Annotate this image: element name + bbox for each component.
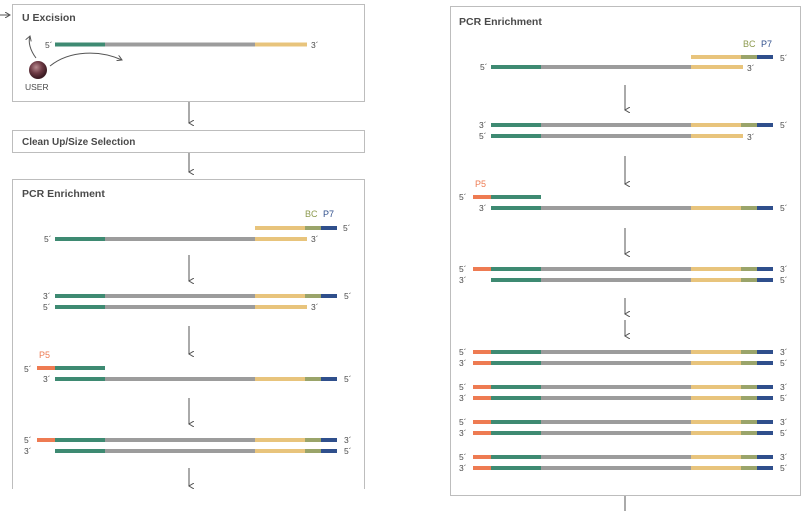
left-pcr-panel: PCR Enrichment BC P7 5´ 5´ 3´ 3´ 5´ 5´: [12, 179, 365, 489]
bc-label: BC: [743, 39, 756, 49]
dna-strand: [491, 134, 743, 138]
three-prime-label: 3´: [747, 132, 755, 142]
p7-label: P7: [323, 209, 334, 219]
three-prime-label: 3´: [780, 264, 788, 274]
dna-strand: [55, 305, 307, 309]
five-prime-label: 5´: [24, 435, 32, 445]
five-prime-label: 5´: [343, 223, 351, 233]
dna-strand: [55, 377, 337, 381]
five-prime-label: 5´: [459, 417, 467, 427]
five-prime-label: 5´: [780, 53, 788, 63]
three-prime-label: 3´: [459, 463, 467, 473]
p5-primer: [473, 195, 541, 199]
five-prime-label: 5´: [459, 264, 467, 274]
three-prime-label: 3´: [479, 120, 487, 130]
p5-label: P5: [39, 350, 50, 360]
three-prime-label: 3´: [780, 382, 788, 392]
right-pcr-title: PCR Enrichment: [459, 16, 542, 28]
user-enzyme-icon: [29, 61, 47, 79]
five-prime-label: 5´: [459, 192, 467, 202]
five-prime-label: 5´: [44, 234, 52, 244]
u-excision-title: U Excision: [22, 12, 76, 24]
p7-label: P7: [761, 39, 772, 49]
five-prime-label: 5´: [344, 374, 352, 384]
dna-strand: [55, 237, 307, 241]
three-prime-label: 3´: [780, 347, 788, 357]
dna-strand: [55, 449, 337, 453]
five-prime-label: 5´: [459, 382, 467, 392]
p5-label: P5: [475, 179, 486, 189]
three-prime-label: 3´: [459, 275, 467, 285]
five-prime-label: 5´: [780, 358, 788, 368]
amplified-product-3: 5´ 3´ 3´ 5´: [459, 417, 788, 438]
five-prime-label: 5´: [344, 446, 352, 456]
p7-primer: [691, 55, 773, 59]
amplified-product-2: 5´ 3´ 3´ 5´: [459, 382, 788, 403]
five-prime-label: 5´: [344, 291, 352, 301]
cleanup-title: Clean Up/Size Selection: [22, 137, 135, 148]
three-prime-label: 3´: [344, 435, 352, 445]
right-pcr-panel: PCR Enrichment BC P7 5´ 5´ 3´ 3´ 5´ 5´: [450, 6, 801, 496]
user-enzyme-label: USER: [25, 82, 49, 92]
p7-primer: [255, 226, 337, 230]
bc-label: BC: [305, 209, 318, 219]
five-prime-label: 5´: [780, 428, 788, 438]
five-prime-label: 5´: [43, 302, 51, 312]
five-prime-label: 5´: [780, 463, 788, 473]
three-prime-label: 3´: [459, 358, 467, 368]
dna-strand: [37, 438, 337, 442]
three-prime-label: 3´: [311, 234, 319, 244]
dna-strand: [55, 42, 307, 47]
dna-strand: [491, 123, 773, 127]
cleanup-panel: Clean Up/Size Selection: [12, 130, 365, 153]
three-prime-label: 3´: [311, 302, 319, 312]
three-prime-label: 3´: [43, 374, 51, 384]
amplified-product-4: 5´ 3´ 3´ 5´: [459, 452, 788, 473]
five-prime-label: 5´: [780, 393, 788, 403]
dna-strand: [491, 65, 743, 69]
five-prime-label: 5´: [780, 275, 788, 285]
three-prime-label: 3´: [24, 446, 32, 456]
five-prime-label: 5´: [780, 203, 788, 213]
three-prime-label: 3´: [311, 40, 319, 50]
three-prime-label: 3´: [747, 63, 755, 73]
dna-strand: [55, 294, 337, 298]
p5-primer: [37, 366, 105, 370]
curved-arrow-icon: [49, 52, 122, 67]
three-prime-label: 3´: [459, 428, 467, 438]
five-prime-label: 5´: [780, 120, 788, 130]
amplified-product-1: 5´ 3´ 3´ 5´: [459, 347, 788, 368]
five-prime-label: 5´: [45, 40, 53, 50]
five-prime-label: 5´: [24, 364, 32, 374]
three-prime-label: 3´: [780, 452, 788, 462]
five-prime-label: 5´: [479, 131, 487, 141]
three-prime-label: 3´: [780, 417, 788, 427]
three-prime-label: 3´: [479, 203, 487, 213]
dna-strand: [473, 267, 773, 271]
left-pcr-title: PCR Enrichment: [22, 188, 105, 200]
three-prime-label: 3´: [459, 393, 467, 403]
dna-strand: [491, 278, 773, 282]
u-excision-panel: U Excision 5´ 3´ USER: [12, 4, 365, 102]
curved-arrow-icon: [29, 36, 37, 59]
five-prime-label: 5´: [459, 347, 467, 357]
five-prime-label: 5´: [459, 452, 467, 462]
five-prime-label: 5´: [480, 62, 488, 72]
three-prime-label: 3´: [43, 291, 51, 301]
dna-strand: [491, 206, 773, 210]
